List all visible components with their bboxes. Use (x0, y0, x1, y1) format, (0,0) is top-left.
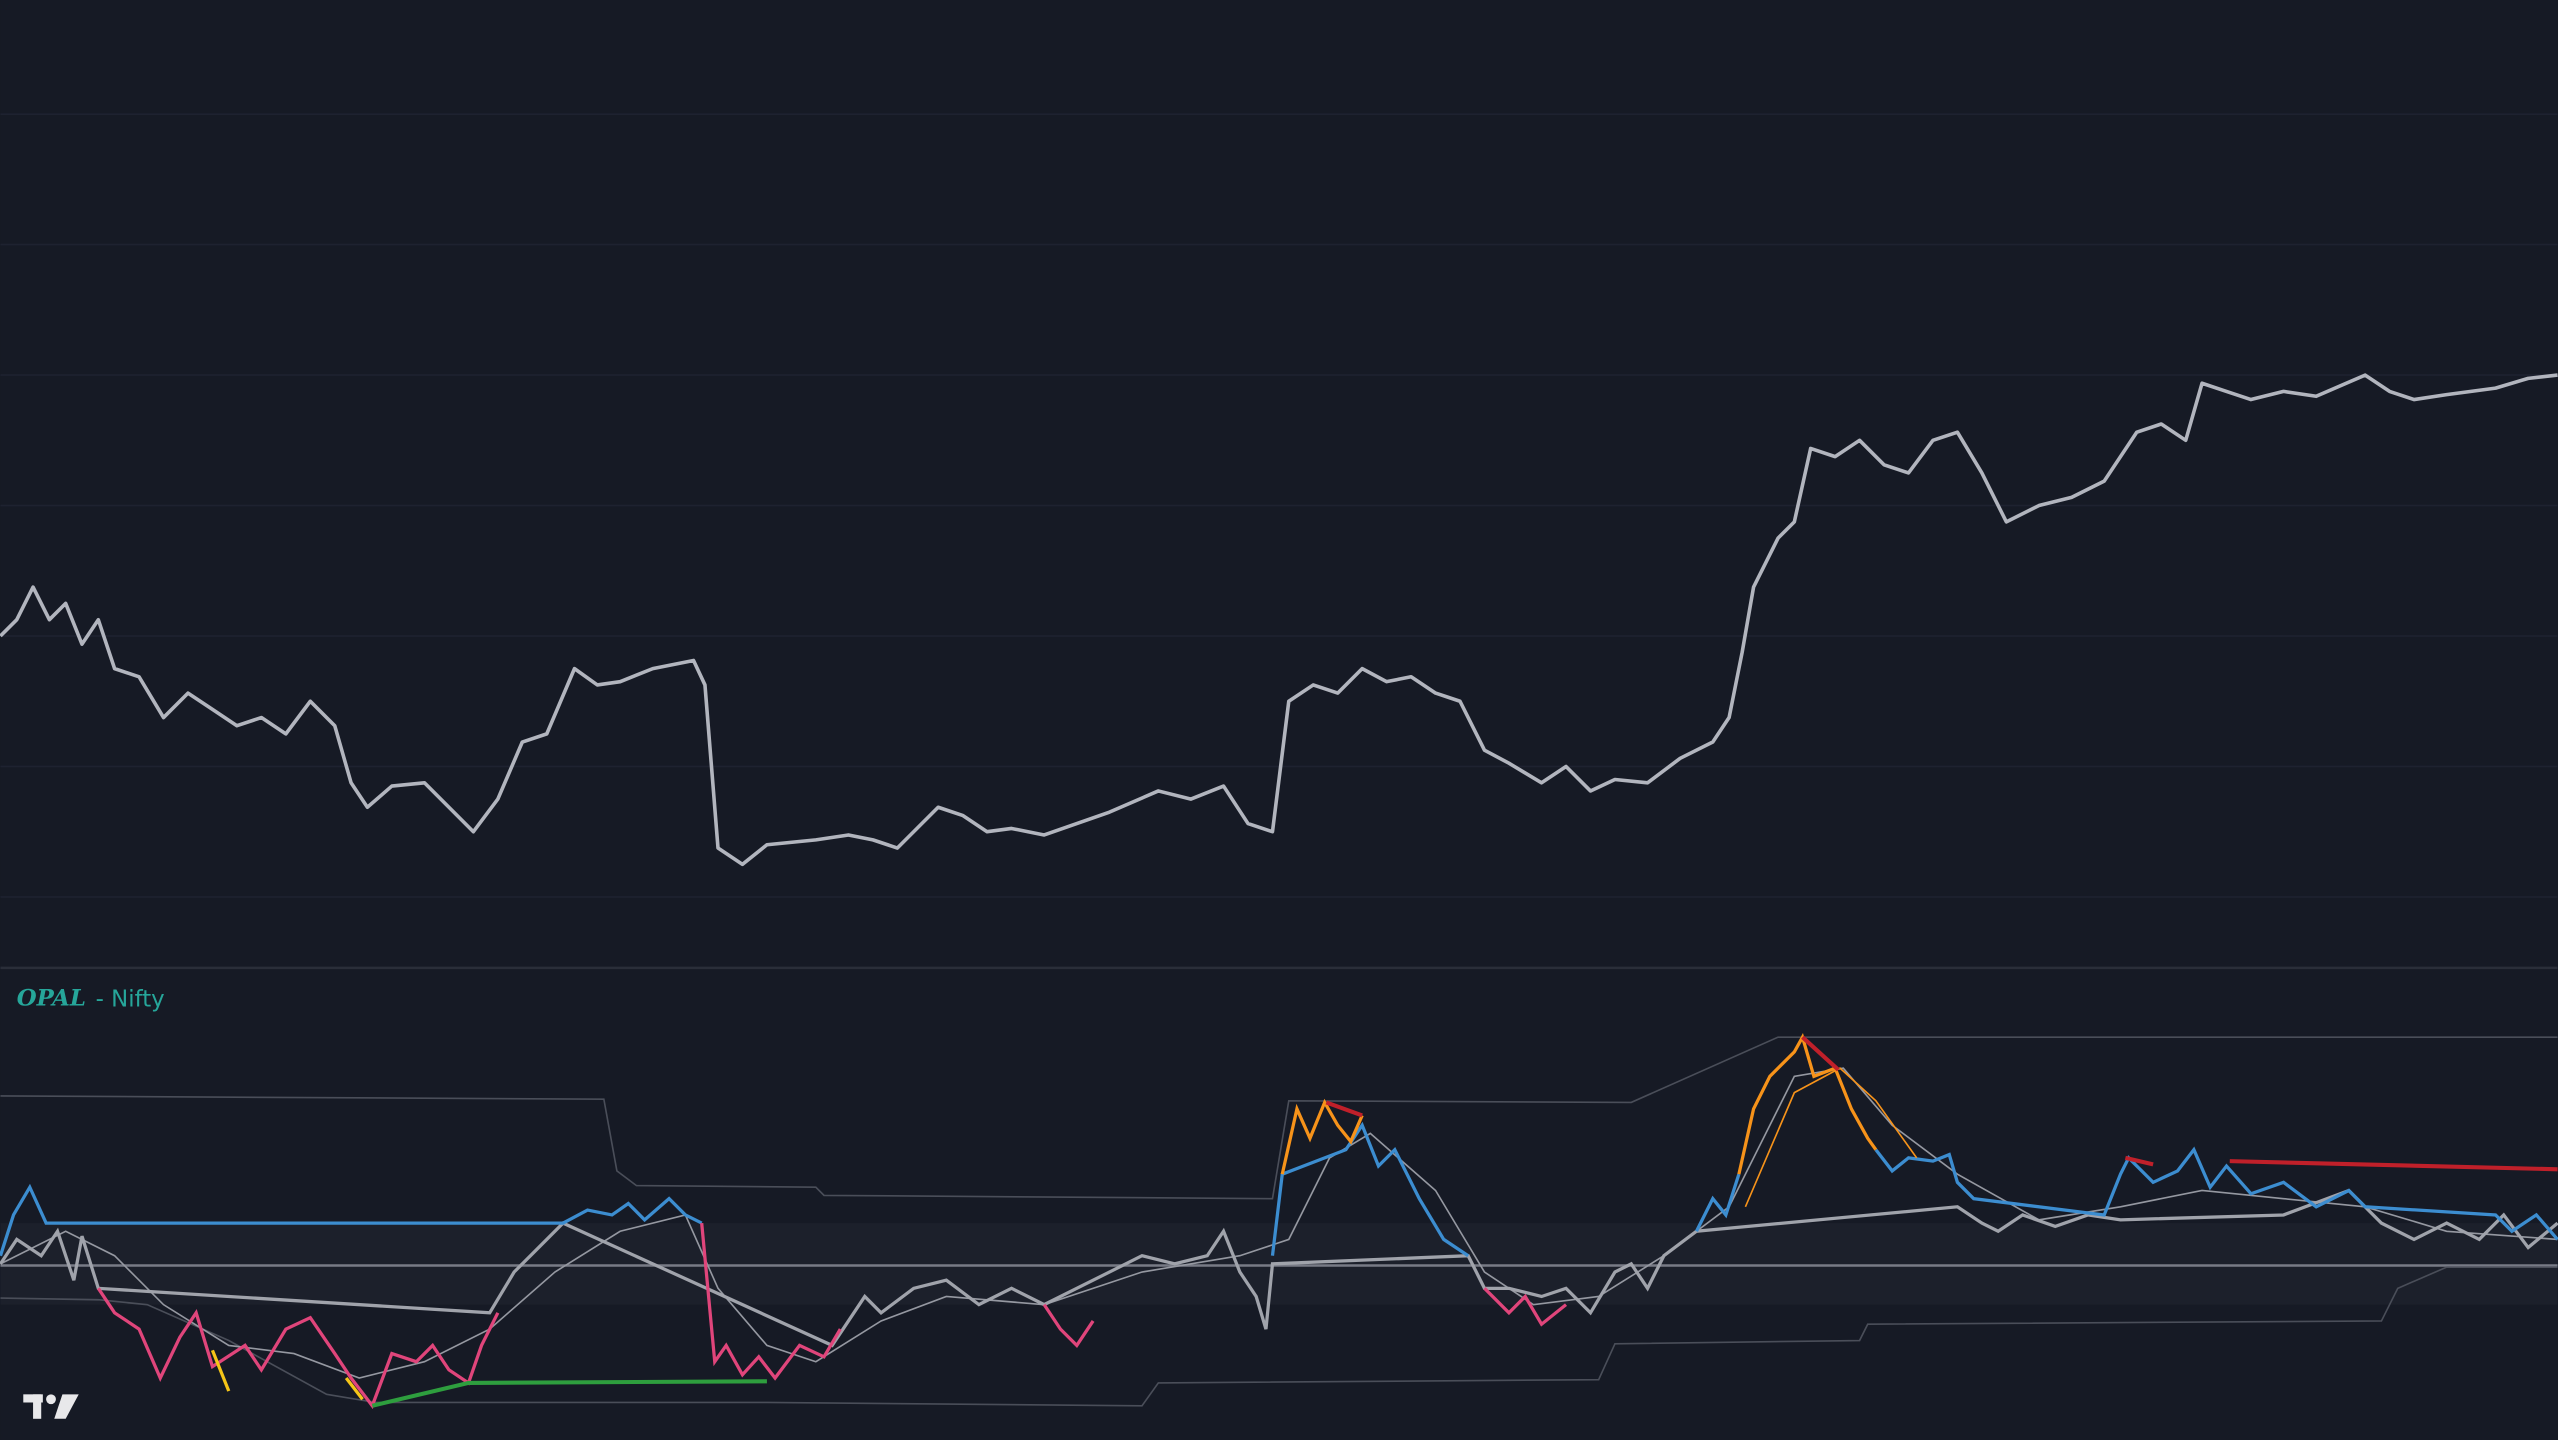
logo-part (46, 1394, 56, 1405)
oscillator-yellow (210, 1349, 231, 1392)
oscillator-blue (1874, 1146, 2558, 1241)
bullish-divergence (371, 1379, 767, 1408)
oscillator-yellow (344, 1377, 364, 1401)
oscillator-orange (1737, 1032, 1878, 1175)
oscillator-blue (0, 1183, 703, 1257)
divergence-line (1325, 1100, 1363, 1118)
logo-part (33, 1394, 42, 1419)
divergence-line (1801, 1035, 1840, 1072)
oscillator-gray (0, 1188, 2558, 1348)
indicator-name: OPAL (17, 986, 86, 1012)
logo-part (54, 1394, 79, 1419)
oscillator-blue (1695, 1173, 1741, 1232)
bearish-divergences (1325, 1035, 2558, 1172)
oscillator-pink (96, 1287, 500, 1410)
signal-line (0, 1067, 2558, 1379)
upper-band (0, 1036, 2558, 1200)
indicator-symbol: - Nifty (96, 986, 165, 1012)
oscillator-blue (1270, 1121, 1470, 1258)
oscillator-pink (1042, 1303, 1095, 1348)
tradingview-logo (23, 1394, 79, 1419)
divergence-line (2124, 1155, 2154, 1167)
oscillator-orange (1280, 1098, 1364, 1175)
oscillator-pink (700, 1222, 842, 1381)
slow-line-orange (1744, 1067, 1918, 1208)
price-candles (0, 373, 2558, 867)
indicator-legend: OPAL - Nifty (17, 986, 165, 1012)
oscillator-pink (1483, 1287, 1568, 1327)
divergence-line (2229, 1159, 2558, 1172)
